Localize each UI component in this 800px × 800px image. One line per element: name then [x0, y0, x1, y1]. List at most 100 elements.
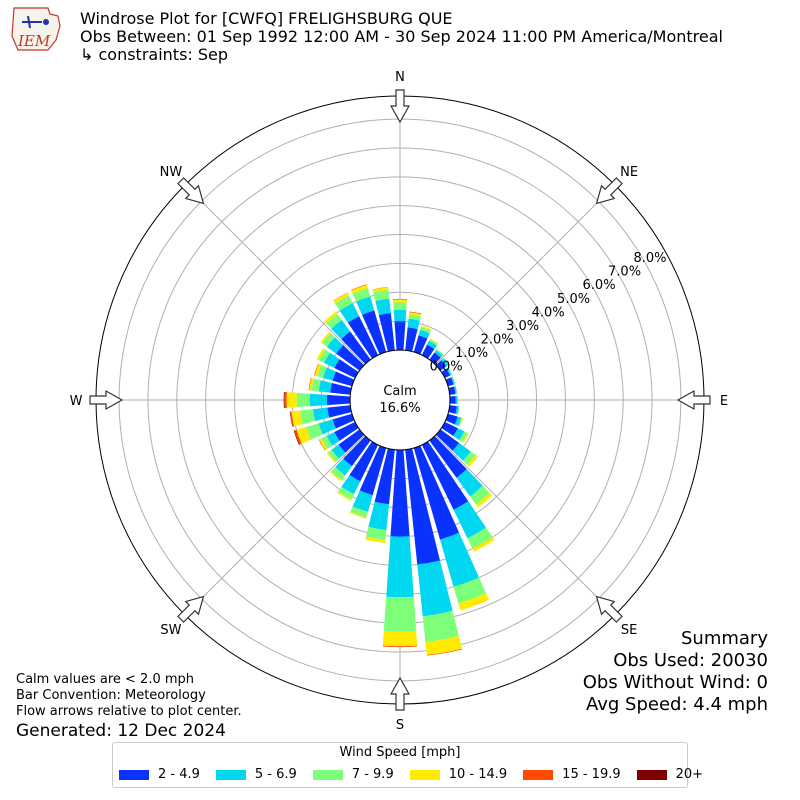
legend-label: 5 - 6.9	[254, 767, 297, 782]
legend-label: 15 - 19.9	[562, 767, 621, 782]
sector-bar	[375, 298, 391, 316]
sector-bar	[327, 405, 352, 418]
sector-bar	[453, 428, 465, 441]
sector-bar	[459, 417, 464, 427]
sector-bar	[428, 338, 438, 346]
sector-bar	[331, 467, 346, 481]
sector-bar	[284, 391, 287, 409]
sector-bar	[394, 321, 406, 351]
sector-bar	[331, 319, 351, 340]
avg-speed: Avg Speed: 4.4 mph	[586, 694, 768, 715]
sector-bar	[455, 395, 458, 405]
direction-labels: N NE E SE S SW W NW	[70, 70, 729, 733]
sector-bar	[455, 386, 458, 395]
sector-bar	[436, 349, 444, 356]
sector-bar	[453, 577, 487, 604]
sector-bar	[405, 448, 441, 565]
flow-arrow-icon	[389, 89, 411, 124]
flow-arrows-note: Flow arrows relative to plot center.	[16, 704, 242, 719]
sector-bar	[333, 292, 348, 302]
sector-bar	[413, 445, 460, 540]
flow-arrow-icon	[177, 595, 205, 623]
sector-bar	[390, 449, 410, 537]
sector-bar	[405, 327, 418, 352]
direction-label: E	[720, 394, 728, 409]
calm-label: Calm	[383, 384, 416, 399]
sector-bar	[386, 536, 414, 598]
direction-label: S	[396, 718, 404, 733]
sector-bar	[393, 309, 407, 322]
direction-label: W	[70, 394, 83, 409]
title-block: Windrose Plot for [CWFQ] FRELIGHSBURG QU…	[80, 10, 723, 64]
sector-bar	[408, 312, 422, 317]
sector-bar	[296, 426, 311, 444]
sector-bar	[332, 371, 355, 387]
chart-subtitle: Obs Between: 01 Sep 1992 12:00 AM - 30 S…	[80, 27, 723, 46]
sector-bar	[421, 344, 435, 359]
legend-swatch	[119, 769, 149, 780]
sector-bar	[296, 392, 310, 408]
grid-spoke	[184, 184, 365, 365]
sector-bar	[459, 431, 468, 443]
sector-bar	[368, 501, 390, 531]
sector-bar	[453, 501, 487, 539]
sector-bar	[378, 312, 395, 352]
sector-bar	[335, 458, 352, 476]
sector-bar	[441, 368, 451, 379]
radial-tick-label: 2.0%	[481, 332, 514, 347]
sector-bar	[467, 527, 493, 549]
sector-bar	[331, 444, 346, 459]
sector-bar	[320, 331, 331, 344]
legend-item: 2 - 4.9	[119, 767, 200, 782]
sector-bar	[455, 405, 459, 415]
sector-bar	[462, 432, 469, 443]
sector-bar	[462, 451, 476, 465]
sector-bar	[392, 299, 408, 303]
sector-bar	[408, 314, 421, 321]
legend: Wind Speed [mph] 2 - 4.9 5 - 6.9 7 - 9.9 10…	[112, 742, 703, 788]
sector-bar	[457, 406, 460, 415]
direction-label: SE	[621, 623, 637, 638]
sector-bar	[421, 441, 469, 510]
calm-percent: 16.6%	[379, 401, 420, 416]
sector-bar	[413, 335, 428, 355]
sector-bar	[454, 386, 457, 395]
legend-title: Wind Speed [mph]	[339, 745, 461, 760]
sector-bar	[393, 302, 407, 310]
sector-bar	[349, 511, 367, 519]
legend-label: 2 - 4.9	[158, 767, 200, 782]
sector-bar	[352, 490, 373, 512]
sector-bar	[407, 318, 420, 330]
sector-bar	[308, 377, 312, 391]
grid-spoke	[435, 184, 616, 365]
sector-bar	[409, 311, 422, 315]
sector-bar	[350, 506, 368, 518]
sector-bar	[356, 296, 375, 315]
sector-bar	[337, 491, 352, 501]
sector-bar	[373, 289, 390, 302]
sector-bar	[365, 526, 387, 541]
sector-bar	[334, 359, 359, 379]
sector-bar	[306, 423, 323, 440]
bar-convention-note: Bar Convention: Meteorology	[16, 688, 206, 703]
sector-bar	[334, 295, 353, 311]
radial-tick-label: 5.0%	[557, 292, 590, 307]
sector-bar	[472, 537, 495, 552]
sector-bar	[283, 391, 285, 409]
sector-bar	[382, 631, 418, 647]
sector-bar	[338, 486, 355, 500]
sector-bar	[447, 367, 453, 375]
sector-bar	[313, 363, 319, 376]
summary-heading: Summary	[681, 628, 768, 649]
direction-arrows	[89, 89, 711, 711]
sector-bar	[330, 471, 342, 482]
sector-bar	[334, 421, 359, 441]
sector-bar	[429, 435, 467, 478]
logo-text: IEM	[17, 32, 51, 50]
sector-bar	[321, 435, 333, 449]
sector-bar	[383, 596, 417, 632]
sector-bar	[359, 445, 387, 496]
sector-bars	[283, 284, 495, 656]
legend-item: 15 - 19.9	[523, 767, 621, 782]
sector-bar	[476, 493, 493, 508]
